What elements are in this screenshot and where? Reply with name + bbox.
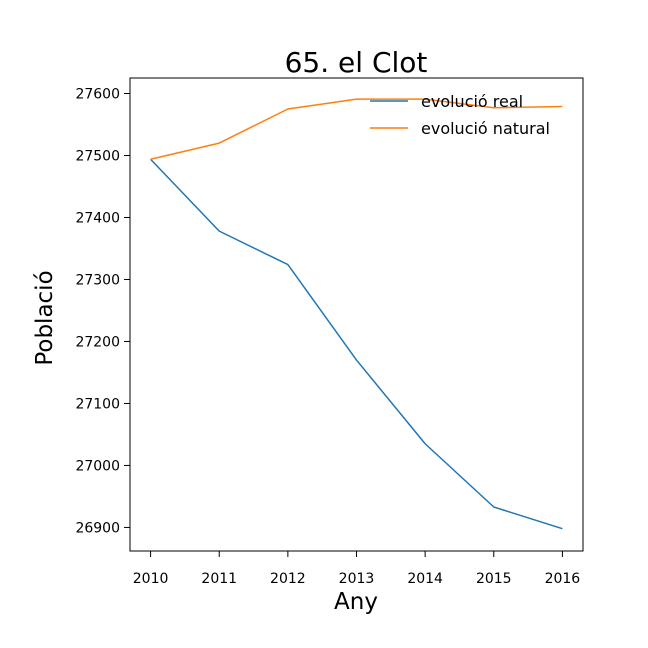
series-line-1	[150, 98, 563, 160]
y-tick-label: 27100	[75, 396, 120, 412]
chart-title: 65. el Clot	[285, 46, 428, 79]
plot-area: 26900 27000 27100 27200 27300 27400 27500 27600…	[75, 77, 584, 587]
legend-label-0: evolució real	[421, 92, 523, 111]
legend: evolució real evolució natural	[370, 92, 550, 138]
plot-frame	[129, 77, 584, 552]
x-tick-label: 2010	[133, 571, 169, 587]
y-tick-label: 27500	[75, 148, 120, 164]
y-axis: 26900 27000 27100 27200 27300 27400 27500 27600	[75, 86, 130, 536]
y-tick-label: 27600	[75, 86, 120, 102]
y-tick-label: 26900	[75, 520, 120, 536]
y-axis-label: Població	[32, 270, 58, 365]
x-axis-label: Any	[334, 589, 378, 615]
x-axis: 2010 2011 2012 2013 2014 2015 2016	[133, 551, 581, 587]
series-line-0	[150, 158, 563, 530]
y-tick-label: 27000	[75, 458, 120, 474]
x-tick-label: 2012	[270, 571, 306, 587]
y-tick-label: 27400	[75, 210, 120, 226]
y-tick-label: 27300	[75, 272, 120, 288]
x-tick-label: 2013	[339, 571, 375, 587]
x-tick-label: 2015	[476, 571, 512, 587]
x-tick-label: 2011	[201, 571, 237, 587]
series-layer	[150, 98, 563, 530]
y-tick-label: 27200	[75, 334, 120, 350]
x-tick-label: 2014	[407, 571, 443, 587]
x-tick-label: 2016	[545, 571, 581, 587]
legend-label-1: evolució natural	[421, 119, 550, 138]
